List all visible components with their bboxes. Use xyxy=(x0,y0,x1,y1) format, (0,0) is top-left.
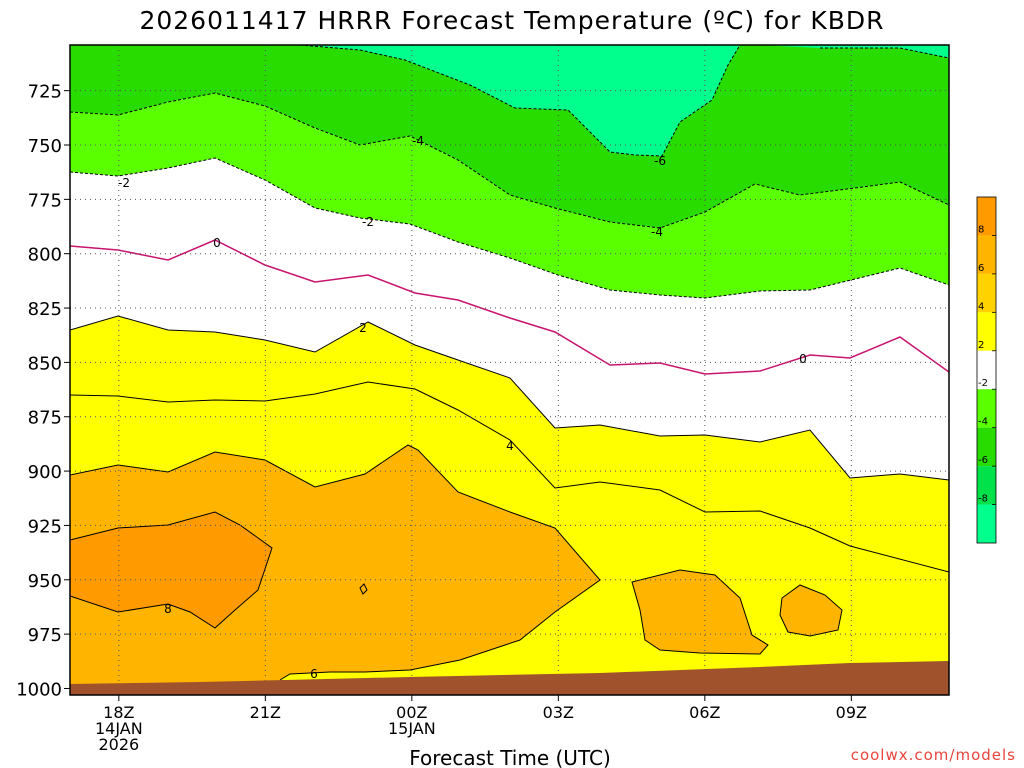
x-tick-label: 2026 xyxy=(98,735,139,754)
positive-contours xyxy=(70,315,949,681)
colorbar-swatch xyxy=(977,235,996,274)
colorbar-label: 4 xyxy=(978,301,984,312)
y-tick-label: 925 xyxy=(28,516,62,537)
band-cool-lt-m6 xyxy=(300,45,740,156)
x-axis-title: Forecast Time (UTC) xyxy=(409,746,611,768)
contour-label: -2 xyxy=(362,215,374,229)
colorbar-frame xyxy=(976,196,997,544)
colorbar-label: -8 xyxy=(978,494,988,505)
x-tick-label: 03Z xyxy=(543,703,574,722)
x-tick-label: 21Z xyxy=(250,703,281,722)
y-tick-label: 825 xyxy=(28,299,62,320)
colorbar-label: -4 xyxy=(978,417,988,428)
band-green-m4-m2 xyxy=(70,93,949,298)
y-tick-label: 800 xyxy=(28,245,62,266)
band-white-m2-2 xyxy=(70,158,949,480)
x-tick-label: 14JAN xyxy=(95,719,143,738)
colorbar-swatch xyxy=(977,427,996,467)
y-tick-label: 900 xyxy=(28,462,62,483)
band-hot-gt8-left xyxy=(70,512,272,628)
y-tick-label: 750 xyxy=(28,136,62,157)
y-tick-label: 850 xyxy=(28,353,62,374)
contour-label: 0 xyxy=(213,236,221,250)
colorbar-swatch xyxy=(977,312,996,351)
x-tick-label: 06Z xyxy=(689,703,720,722)
colorbar-label: 2 xyxy=(978,340,984,351)
colorbar-label: -2 xyxy=(978,378,988,389)
contour-label: -4 xyxy=(412,134,424,148)
y-tick-label: 875 xyxy=(28,408,62,429)
negative-contours xyxy=(70,45,949,299)
y-tick-label: 725 xyxy=(28,82,62,103)
y-tick-label: 975 xyxy=(28,625,62,646)
contour-label: 2 xyxy=(359,321,367,335)
contour-labels: -6 -4 -4 -2 -2 0 0 2 4 6 8 xyxy=(118,134,807,681)
x-tick-label: 18Z xyxy=(103,703,134,722)
contour-label: 6 xyxy=(310,667,318,681)
y-tick-label: 775 xyxy=(28,190,62,211)
plot-frame xyxy=(69,44,950,696)
contour-label: -6 xyxy=(654,154,666,168)
y-tick-label: 1000 xyxy=(16,679,62,700)
colorbar-swatch xyxy=(977,466,996,505)
credit-text: coolwx.com/models xyxy=(851,746,1016,764)
y-tick-label: 950 xyxy=(28,571,62,592)
band-warm-island-2 xyxy=(780,585,842,636)
contour-label: 8 xyxy=(164,602,172,616)
y-axis: 725 750 775 800 825 850 875 900 925 950 975 1000 xyxy=(16,82,70,700)
colorbar-swatch xyxy=(977,273,996,313)
colorbar-legend: 8 6 4 2 -2 -4 -6 -8 xyxy=(976,196,997,544)
colorbar-swatch xyxy=(977,504,996,543)
colorbar-label: 8 xyxy=(978,224,984,235)
band-green-m6-m4 xyxy=(70,45,949,228)
contour-label: -2 xyxy=(118,176,130,190)
colorbar-swatch xyxy=(977,197,996,236)
contour-label: -4 xyxy=(651,225,663,239)
colorbar-label: 6 xyxy=(978,263,984,274)
band-warm-island-1 xyxy=(632,570,768,654)
x-tick-label: 15JAN xyxy=(388,719,436,738)
contour-label: 4 xyxy=(506,439,514,453)
grid-lines xyxy=(70,45,949,695)
colorbar-label: -6 xyxy=(978,455,988,466)
ground-surface xyxy=(70,661,949,695)
x-tick-label: 09Z xyxy=(836,703,867,722)
chart-title: 2026011417 HRRR Forecast Temperature (ºC… xyxy=(139,6,884,35)
colorbar-swatch xyxy=(977,350,996,390)
freezing-line xyxy=(70,239,949,375)
contour-label: 0 xyxy=(799,352,807,366)
x-tick-label: 00Z xyxy=(396,703,427,722)
colorbar-swatch xyxy=(977,389,996,428)
